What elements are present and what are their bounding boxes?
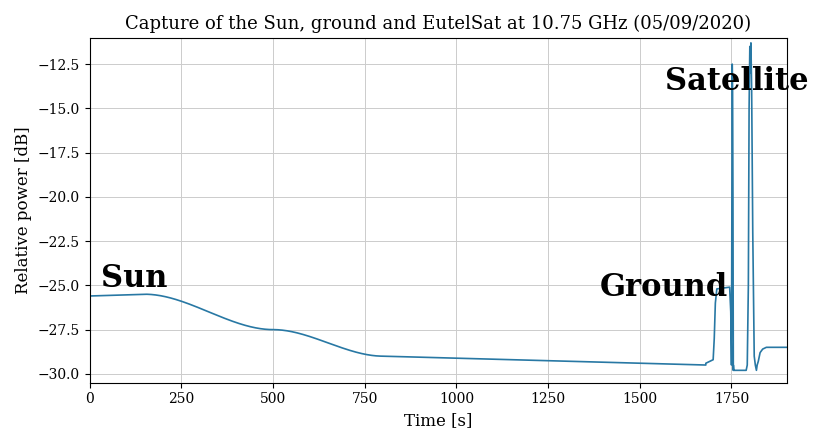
Text: Satellite: Satellite <box>666 66 809 97</box>
Text: Sun: Sun <box>101 263 167 294</box>
Text: Ground: Ground <box>600 272 728 303</box>
Title: Capture of the Sun, ground and EutelSat at 10.75 GHz (05/09/2020): Capture of the Sun, ground and EutelSat … <box>125 15 751 33</box>
X-axis label: Time [s]: Time [s] <box>404 412 472 429</box>
Y-axis label: Relative power [dB]: Relative power [dB] <box>15 127 32 294</box>
